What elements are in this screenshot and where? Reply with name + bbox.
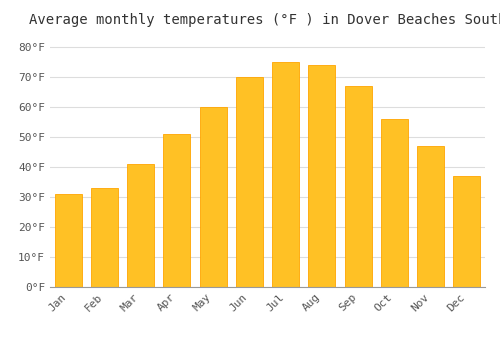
Bar	[200, 107, 226, 287]
Bar	[381, 119, 408, 287]
Bar	[164, 134, 190, 287]
Title: Average monthly temperatures (°F ) in Dover Beaches South: Average monthly temperatures (°F ) in Do…	[29, 13, 500, 27]
Bar	[127, 164, 154, 287]
Bar	[344, 86, 372, 287]
Bar	[91, 188, 118, 287]
Bar	[272, 62, 299, 287]
Bar	[417, 146, 444, 287]
Bar	[236, 77, 263, 287]
Bar	[308, 65, 336, 287]
Bar	[454, 176, 480, 287]
Bar	[54, 194, 82, 287]
